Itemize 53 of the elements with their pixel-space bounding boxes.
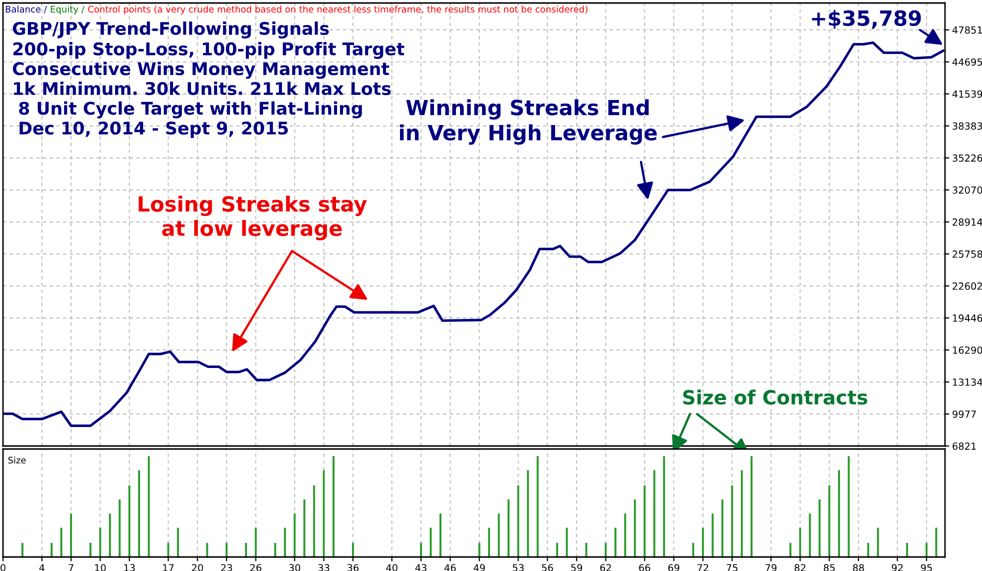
x-tick-label: 46 xyxy=(444,564,456,571)
x-tick-label: 95 xyxy=(920,564,932,571)
x-tick-label: 69 xyxy=(668,564,680,571)
annotation: Balance / xyxy=(6,6,47,14)
x-tick-label: 36 xyxy=(348,564,359,571)
y-tick-label: 19446 xyxy=(953,314,982,322)
x-tick-label: 66 xyxy=(639,564,650,571)
x-tick-label: 26 xyxy=(250,564,262,571)
x-tick-label: 23 xyxy=(221,564,232,571)
x-tick-label: 4 xyxy=(39,564,44,571)
x-tick-label: 56 xyxy=(542,564,553,571)
text: GBP/JPY Trend-Following Signals xyxy=(12,22,329,38)
y-tick-label: 6821 xyxy=(952,442,976,450)
x-tick-label: 33 xyxy=(318,564,330,571)
y-tick-label: 47851 xyxy=(952,26,982,34)
x-tick-label: 59 xyxy=(571,564,582,571)
x-tick-label: 13 xyxy=(124,564,135,571)
x-tick-label: 79 xyxy=(766,564,776,571)
x-tick-label: 10 xyxy=(95,564,106,571)
x-tick-label: 85 xyxy=(824,564,835,571)
y-tick-label: 13134 xyxy=(953,378,982,386)
y-tick-label: 25758 xyxy=(952,250,982,258)
x-tick-label: 82 xyxy=(794,564,806,571)
x-tick-label: 17 xyxy=(163,564,174,571)
x-tick-label: 0 xyxy=(0,564,6,571)
x-tick-label: 92 xyxy=(892,564,903,571)
x-tick-label: 62 xyxy=(600,564,611,571)
y-tick-label: 22602 xyxy=(952,282,982,290)
x-tick-label: 88 xyxy=(852,564,864,571)
x-tick-label: 49 xyxy=(474,564,485,571)
y-tick-label: 41539 xyxy=(952,90,982,98)
annotation: +$35,789 xyxy=(812,10,921,29)
x-tick-label: 75 xyxy=(726,564,738,571)
chart-title: Size xyxy=(8,456,26,464)
x-tick-label: 43 xyxy=(415,564,426,571)
y-tick-label: 35226 xyxy=(952,154,982,162)
y-tick-label: 9977 xyxy=(952,410,976,418)
annotation: Losing Streaks stay at low leverage xyxy=(138,196,367,240)
x-tick-label: 53 xyxy=(512,564,524,571)
x-tick-label: 20 xyxy=(192,564,203,571)
y-tick-label: 28914 xyxy=(952,218,982,226)
y-tick-label: 44695 xyxy=(952,58,982,66)
annotation: Size of Contracts xyxy=(683,390,868,405)
x-tick-label: 30 xyxy=(289,564,300,571)
x-tick-label: 40 xyxy=(386,564,398,571)
y-tick-label: 32070 xyxy=(952,186,982,194)
x-tick-label: 72 xyxy=(698,564,708,571)
y-tick-label: 16290 xyxy=(953,346,982,354)
line-series xyxy=(3,41,944,427)
x-tick-label: 7 xyxy=(68,564,74,571)
annotation: Control points (a very crude method based on the nearest less timeframe, the results must not be considered) xyxy=(88,6,588,14)
y-tick-label: 38383 xyxy=(952,122,982,130)
annotation: Equity / xyxy=(50,6,84,14)
